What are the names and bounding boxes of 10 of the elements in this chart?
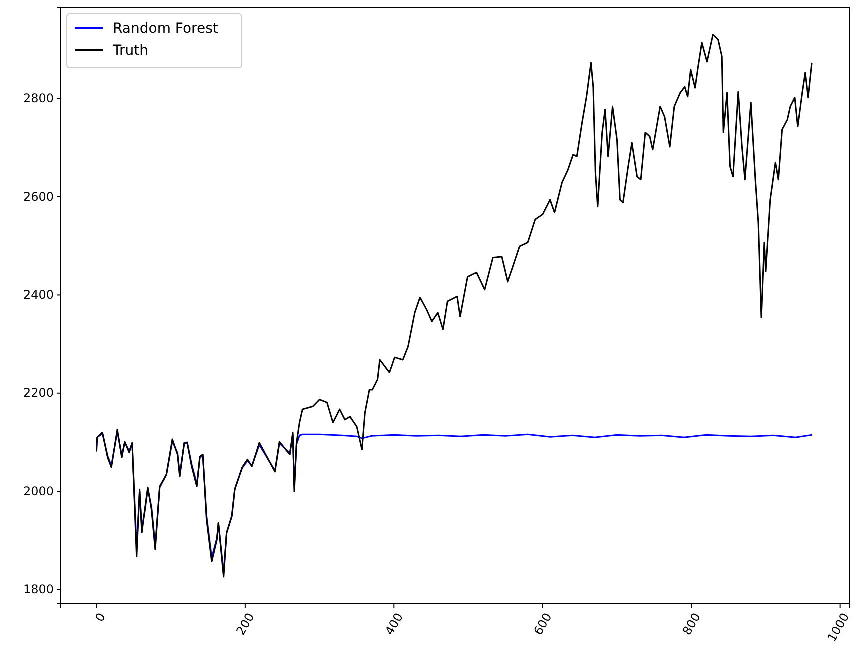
y-tick-label: 2800 bbox=[23, 92, 54, 106]
legend-label: Random Forest bbox=[113, 21, 219, 37]
x-tick-label: 0 bbox=[92, 610, 109, 624]
y-tick-label: 2000 bbox=[23, 484, 54, 498]
legend-label: Truth bbox=[112, 43, 148, 59]
y-tick-label: 1800 bbox=[23, 582, 54, 597]
y-tick-label: 2400 bbox=[23, 288, 54, 302]
y-tick-label: 2600 bbox=[23, 190, 54, 204]
y-tick-label: 2200 bbox=[23, 386, 54, 400]
line-series bbox=[96, 34, 813, 578]
